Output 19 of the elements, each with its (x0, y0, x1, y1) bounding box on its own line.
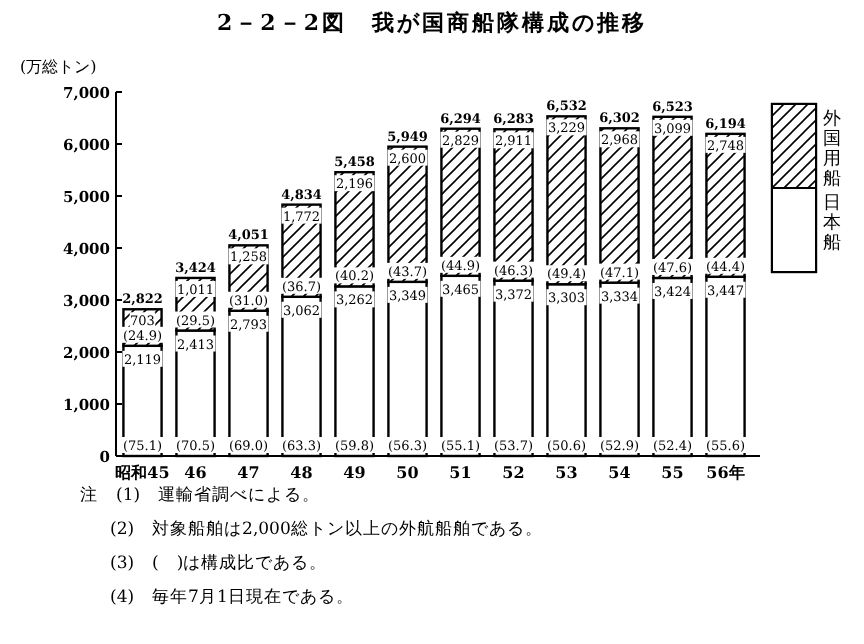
x-tick-label: 53 (555, 462, 579, 482)
x-tick-label: 54 (608, 462, 632, 482)
chart-title: 2－2－2図 我が国商船隊構成の推移 (217, 10, 647, 36)
x-tick-label: 50 (396, 462, 420, 482)
x-tick-label: 55 (661, 462, 684, 482)
y-axis-title: (万総トン) (20, 58, 97, 76)
x-tick-label: 46 (184, 462, 208, 482)
x-tick-label: 49 (343, 462, 367, 482)
x-tick-label: 47 (237, 462, 260, 482)
text: (4) 毎年7月1日現在である。 (110, 586, 354, 608)
text: (3) ( )は構成比である。 (110, 552, 328, 574)
x-tick-label: 56年 (706, 462, 745, 482)
x-tick-label: 51 (449, 462, 472, 482)
text: 注 (1) 運輸省調べによる。 (80, 484, 321, 506)
x-tick-label: 48 (290, 462, 314, 482)
text: (2) 対象船舶は2,000総トン以上の外航船舶である。 (110, 518, 543, 540)
x-tick-label: 52 (502, 462, 525, 482)
legend: 外国用船 日本船 (770, 102, 841, 274)
x-tick-label: 昭和45 (115, 462, 170, 482)
